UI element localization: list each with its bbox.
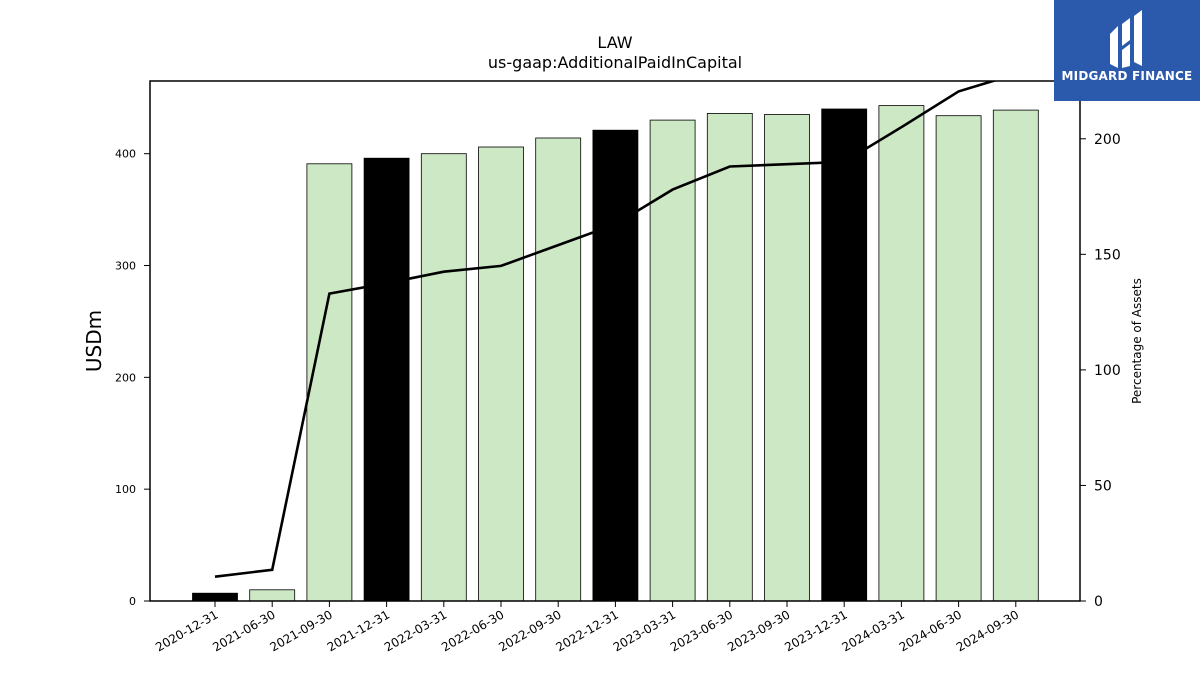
- y-tick-label: 300: [115, 260, 136, 273]
- y-axis-label: USDm: [82, 310, 106, 372]
- y-tick-label: 200: [115, 371, 136, 384]
- x-tick-label: 2022-12-31: [553, 607, 620, 654]
- chart-title: LAW: [597, 33, 632, 52]
- y-tick-label: 0: [129, 595, 136, 608]
- midgard-finance-logo: MIDGARD FINANCE: [1054, 0, 1200, 101]
- bar-2022-06-30: [478, 146, 524, 602]
- line-percentage-of-assets: [214, 81, 998, 578]
- y2-tick-label: 150: [1094, 247, 1121, 263]
- y-tick-label: 400: [115, 148, 136, 161]
- x-tick-label: 2021-06-30: [210, 607, 277, 654]
- x-tick-label: 2024-06-30: [897, 607, 964, 654]
- bar-2021-09-30: [306, 163, 353, 602]
- y2-tick-label: 0: [1094, 594, 1103, 610]
- bar-2021-06-30: [249, 589, 296, 602]
- logo-text: MIDGARD FINANCE: [1061, 69, 1193, 83]
- x-tick-label: 2023-06-30: [668, 607, 735, 654]
- bar-2023-06-30: [706, 113, 753, 602]
- x-tick-label: 2024-03-31: [839, 607, 906, 654]
- x-axis: 2020-12-312021-06-302021-09-302021-12-31…: [153, 601, 1021, 654]
- bar-2023-03-31: [649, 119, 696, 602]
- x-tick-label: 2022-06-30: [439, 607, 506, 654]
- x-tick-label: 2023-03-31: [611, 607, 678, 654]
- bar-2024-06-30: [935, 115, 982, 602]
- bar-2023-12-31: [821, 108, 868, 602]
- bar-2020-12-31: [192, 592, 238, 602]
- x-tick-label: 2021-09-30: [267, 607, 334, 654]
- logo-mark-icon: [1110, 10, 1142, 68]
- x-tick-label: 2023-09-30: [725, 607, 792, 654]
- bar-2022-12-31: [592, 129, 639, 602]
- y2-tick-label: 200: [1094, 132, 1121, 148]
- y-tick-label: 100: [115, 483, 136, 496]
- x-tick-label: 2020-12-31: [153, 607, 220, 654]
- bar-2022-03-31: [420, 153, 467, 602]
- x-tick-label: 2024-09-30: [954, 607, 1021, 654]
- bar-2024-03-31: [878, 105, 925, 602]
- bar-2024-09-30: [992, 109, 1039, 602]
- x-tick-label: 2022-03-31: [382, 607, 449, 654]
- y2-tick-label: 100: [1094, 363, 1121, 379]
- bar-2023-09-30: [764, 114, 810, 602]
- y2-tick-label: 50: [1094, 478, 1112, 494]
- y-axis: 0 100 200 300 400: [115, 148, 150, 608]
- bar-2021-12-31: [363, 157, 410, 602]
- x-tick-label: 2022-09-30: [496, 607, 563, 654]
- line-series: [214, 81, 998, 578]
- bars: [192, 105, 1039, 602]
- bar-2022-09-30: [535, 137, 582, 602]
- y2-axis: 0 50 100 150 200: [1080, 132, 1121, 610]
- y2-axis-label: Percentage of Assets: [1130, 278, 1144, 404]
- chart-subtitle: us-gaap:AdditionalPaidInCapital: [488, 53, 742, 72]
- x-tick-label: 2021-12-31: [325, 607, 392, 654]
- x-tick-label: 2023-12-31: [782, 607, 849, 654]
